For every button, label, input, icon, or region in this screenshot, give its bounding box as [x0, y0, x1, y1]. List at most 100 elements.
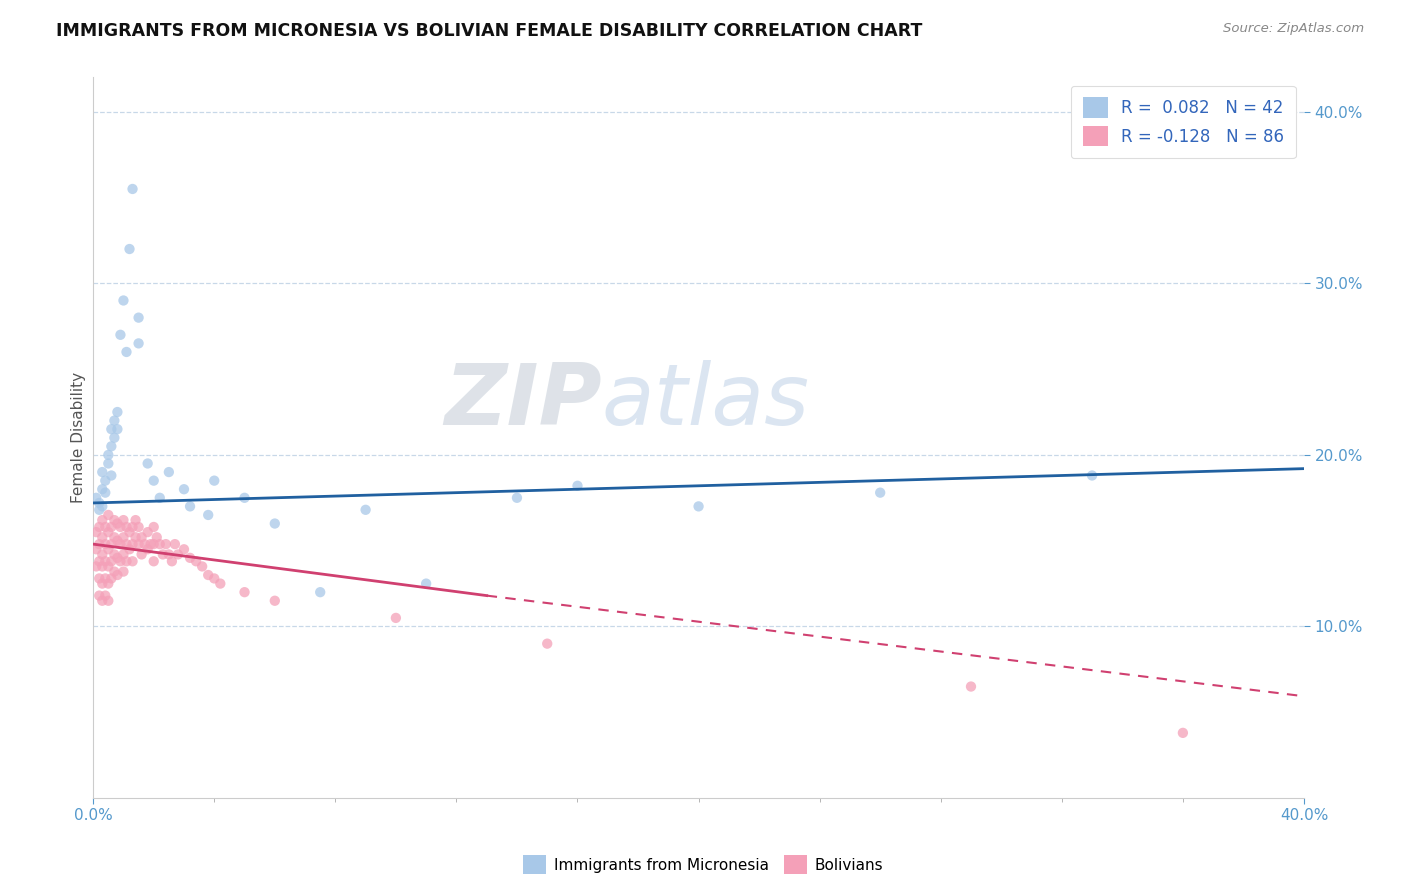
Point: [121, 182, 143, 196]
Point: [142, 474, 165, 488]
Point: [118, 542, 141, 557]
Point: [105, 533, 128, 548]
Point: [1081, 468, 1104, 483]
Point: [110, 554, 132, 568]
Point: [309, 585, 332, 599]
Point: [134, 537, 156, 551]
Point: [112, 548, 135, 562]
Point: [115, 554, 138, 568]
Point: [89, 496, 111, 510]
Point: [136, 525, 159, 540]
Point: [209, 576, 232, 591]
Point: [128, 336, 150, 351]
Point: [136, 542, 159, 557]
Point: [869, 485, 891, 500]
Point: [105, 422, 128, 436]
Y-axis label: Female Disability: Female Disability: [72, 372, 86, 503]
Point: [97, 576, 120, 591]
Point: [91, 465, 114, 479]
Point: [536, 637, 558, 651]
Point: [91, 593, 114, 607]
Point: [960, 680, 983, 694]
Point: [100, 571, 122, 585]
Point: [263, 593, 285, 607]
Point: [118, 242, 141, 256]
Text: Source: ZipAtlas.com: Source: ZipAtlas.com: [1223, 22, 1364, 36]
Point: [173, 482, 195, 496]
Point: [97, 448, 120, 462]
Point: [202, 571, 225, 585]
Point: [115, 345, 138, 359]
Legend: R =  0.082   N = 42, R = -0.128   N = 86: R = 0.082 N = 42, R = -0.128 N = 86: [1071, 86, 1296, 158]
Point: [121, 554, 143, 568]
Point: [263, 516, 285, 531]
Point: [103, 565, 125, 579]
Point: [167, 548, 190, 562]
Point: [385, 611, 408, 625]
Point: [97, 559, 120, 574]
Point: [105, 568, 128, 582]
Point: [110, 327, 132, 342]
Point: [506, 491, 529, 505]
Legend: Immigrants from Micronesia, Bolivians: Immigrants from Micronesia, Bolivians: [517, 849, 889, 880]
Point: [97, 593, 120, 607]
Point: [84, 542, 107, 557]
Point: [94, 537, 117, 551]
Point: [94, 474, 117, 488]
Point: [145, 530, 167, 544]
Point: [105, 516, 128, 531]
Point: [94, 485, 117, 500]
Point: [91, 576, 114, 591]
Point: [103, 548, 125, 562]
Point: [157, 465, 180, 479]
Point: [136, 457, 159, 471]
Point: [118, 525, 141, 540]
Point: [97, 525, 120, 540]
Point: [112, 565, 135, 579]
Point: [89, 589, 111, 603]
Point: [688, 500, 710, 514]
Point: [115, 537, 138, 551]
Point: [91, 482, 114, 496]
Point: [89, 554, 111, 568]
Point: [89, 537, 111, 551]
Point: [84, 525, 107, 540]
Point: [233, 491, 256, 505]
Point: [233, 585, 256, 599]
Point: [1171, 726, 1194, 740]
Point: [202, 474, 225, 488]
Point: [97, 508, 120, 522]
Point: [100, 439, 122, 453]
Point: [179, 500, 201, 514]
Point: [149, 537, 172, 551]
Point: [89, 520, 111, 534]
Point: [110, 520, 132, 534]
Text: IMMIGRANTS FROM MICRONESIA VS BOLIVIAN FEMALE DISABILITY CORRELATION CHART: IMMIGRANTS FROM MICRONESIA VS BOLIVIAN F…: [56, 22, 922, 40]
Point: [152, 548, 174, 562]
Point: [84, 559, 107, 574]
Point: [197, 508, 219, 522]
Point: [142, 520, 165, 534]
Point: [91, 559, 114, 574]
Point: [124, 530, 146, 544]
Point: [89, 571, 111, 585]
Point: [173, 542, 195, 557]
Point: [105, 405, 128, 419]
Point: [142, 554, 165, 568]
Point: [128, 537, 150, 551]
Point: [160, 554, 183, 568]
Point: [124, 513, 146, 527]
Point: [163, 537, 186, 551]
Point: [103, 530, 125, 544]
Point: [100, 520, 122, 534]
Point: [191, 559, 214, 574]
Point: [128, 310, 150, 325]
Point: [103, 414, 125, 428]
Point: [139, 537, 162, 551]
Point: [184, 554, 207, 568]
Point: [91, 548, 114, 562]
Point: [94, 571, 117, 585]
Point: [103, 431, 125, 445]
Point: [112, 530, 135, 544]
Point: [121, 520, 143, 534]
